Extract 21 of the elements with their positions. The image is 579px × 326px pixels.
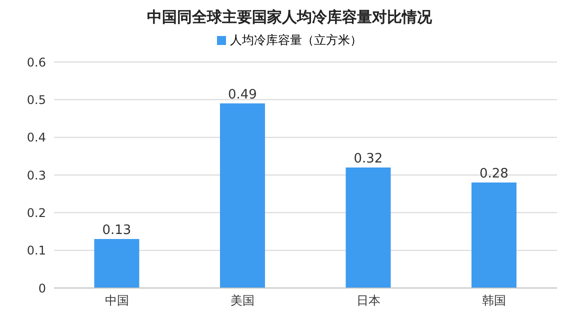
bar [471,182,516,288]
y-tick-label: 0 [38,281,46,296]
y-tick-label: 0.1 [26,244,46,258]
x-tick-label: 韩国 [482,294,506,308]
y-tick-label: 0.2 [26,206,46,220]
bar [220,103,265,288]
data-label: 0.13 [102,223,132,238]
x-tick-label: 美国 [230,294,255,308]
y-tick-label: 0.5 [26,92,46,107]
y-tick-label: 0.3 [26,168,46,182]
data-label: 0.28 [480,166,508,182]
data-label: 0.49 [228,87,257,102]
legend-label: 人均冷库容量（立方米） [230,32,362,48]
bar [94,239,140,288]
bar [346,167,391,288]
x-tick-label: 日本 [356,294,380,308]
x-tick-label: 中国 [104,294,129,308]
y-tick-label: 0.6 [26,55,46,70]
chart-title: 中国同全球主要国家人均冷库容量对比情况 [147,8,432,26]
data-label: 0.32 [354,151,383,166]
y-tick-label: 0.4 [26,130,46,145]
